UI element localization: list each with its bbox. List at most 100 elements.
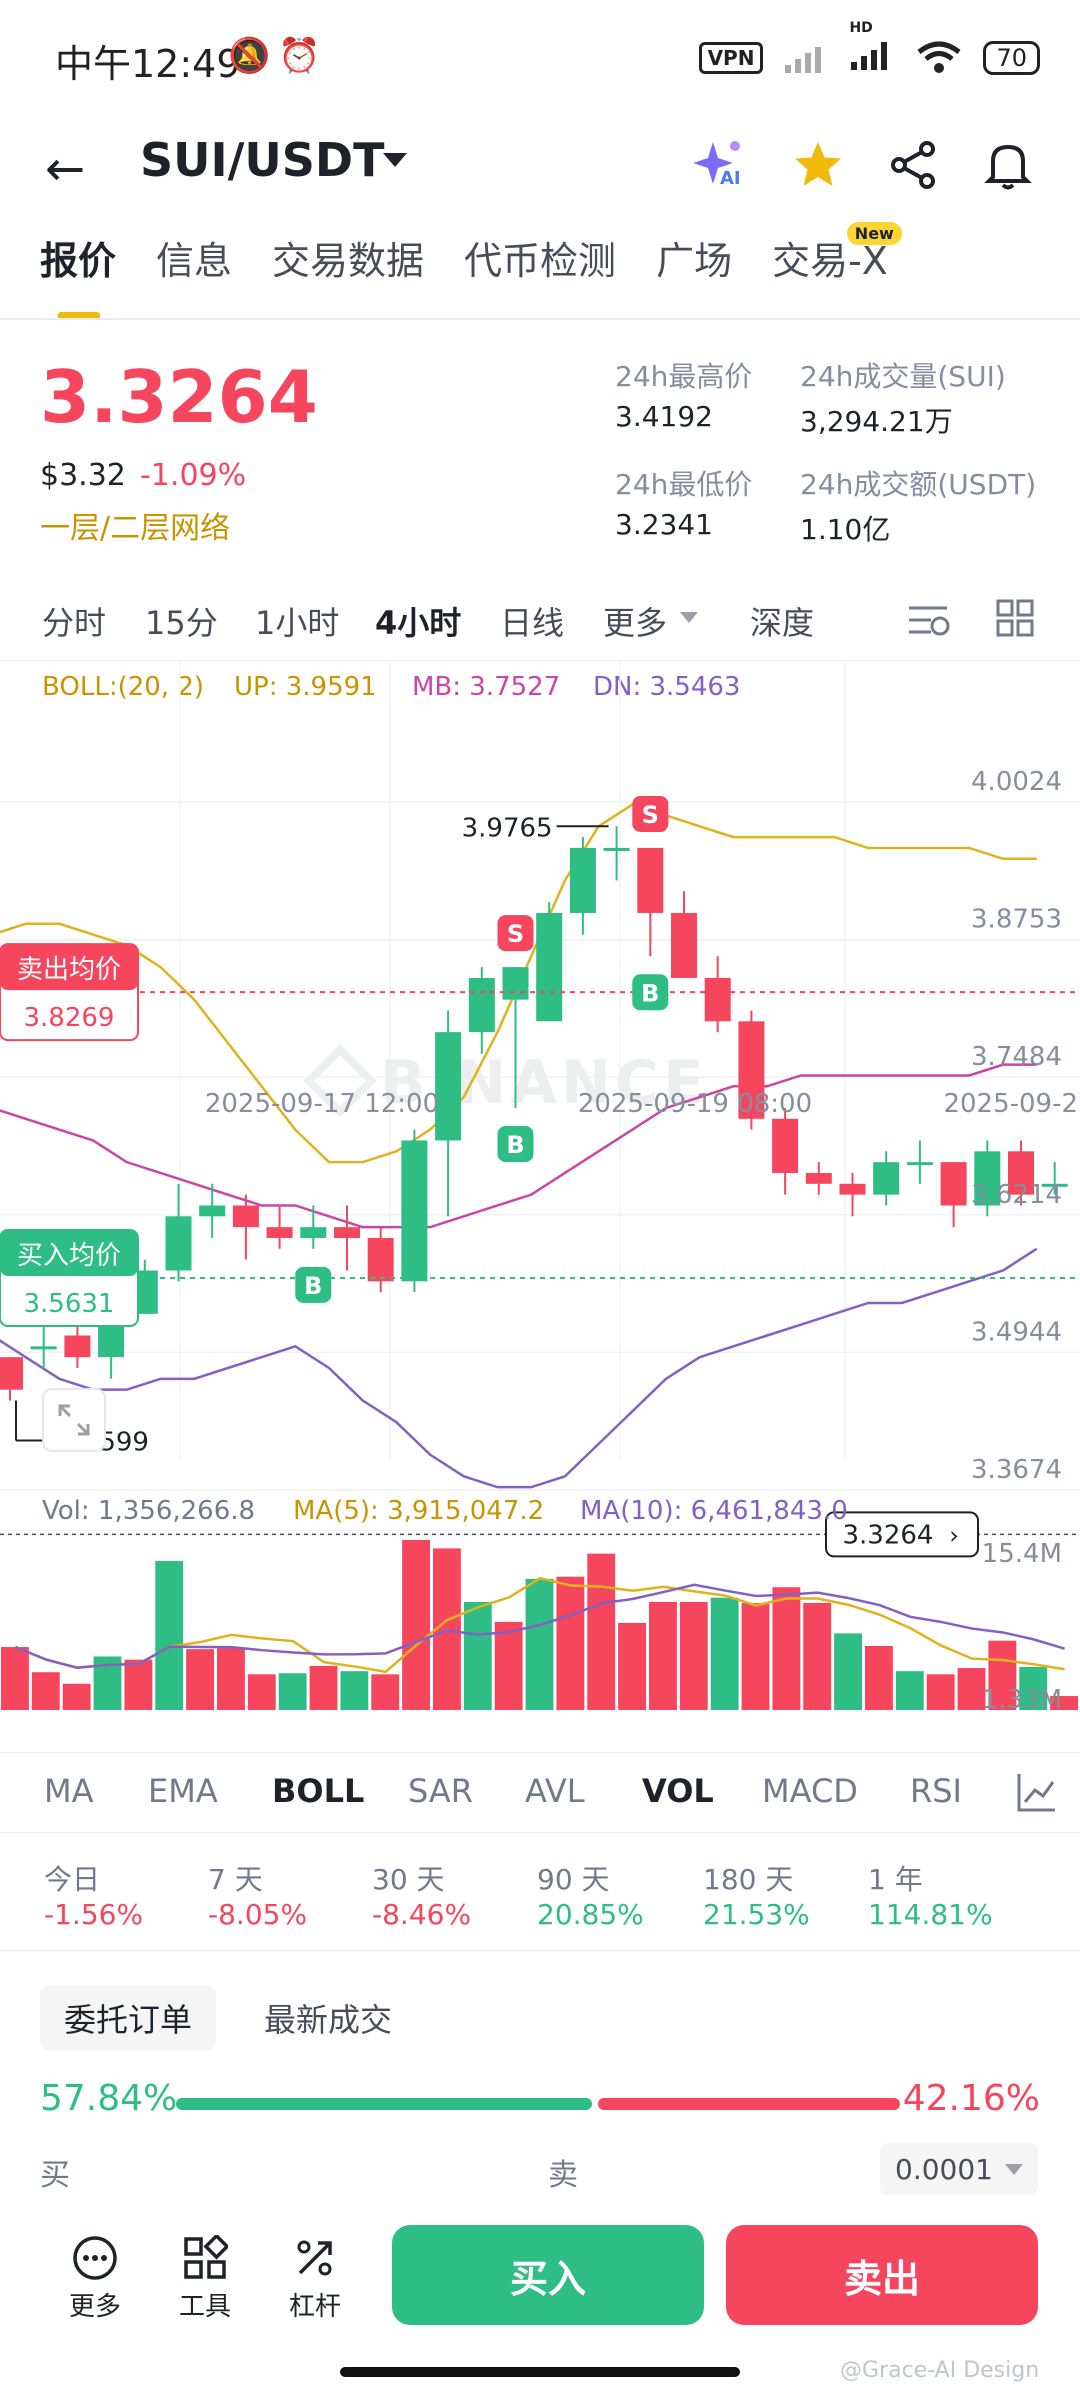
indicator-macd[interactable]: MACD bbox=[762, 1772, 858, 1810]
design-watermark: @Grace-AI Design bbox=[840, 2358, 1040, 2383]
sell-button[interactable]: 卖出 bbox=[726, 2225, 1038, 2325]
interval-1h[interactable]: 1小时 bbox=[255, 604, 340, 642]
sell-column-label: 卖 bbox=[548, 2158, 578, 2193]
perf-label: 今日 bbox=[44, 1863, 101, 1896]
volume-bar bbox=[834, 1633, 862, 1710]
candle-body bbox=[1008, 1151, 1034, 1195]
indicator-ma[interactable]: MA bbox=[44, 1772, 94, 1810]
y-tick-label: 4.0024 bbox=[971, 767, 1062, 797]
bell-icon[interactable] bbox=[978, 135, 1038, 195]
y-tick-label: 3.3674 bbox=[971, 1455, 1062, 1485]
perf-value: 114.81% bbox=[868, 1898, 993, 1931]
indicator-rsi[interactable]: RSI bbox=[910, 1772, 962, 1810]
interval-1d[interactable]: 日线 bbox=[500, 604, 565, 642]
cell-signal-icon bbox=[785, 47, 822, 73]
interval-more[interactable]: 更多 bbox=[603, 604, 668, 642]
price-change: -1.09% bbox=[140, 458, 247, 493]
perf-value: 21.53% bbox=[703, 1898, 810, 1931]
share-icon[interactable] bbox=[884, 135, 944, 195]
vpn-badge: VPN bbox=[698, 42, 764, 74]
candle-body bbox=[266, 1227, 293, 1238]
more-button[interactable]: 更多 bbox=[60, 2230, 130, 2323]
tab-info[interactable]: 信息 bbox=[156, 239, 233, 283]
chevron-down-icon[interactable] bbox=[383, 153, 407, 167]
perf-label: 180 天 bbox=[703, 1863, 794, 1896]
buy-avg-header bbox=[0, 1229, 138, 1276]
volume-bar bbox=[803, 1602, 832, 1710]
candle-body bbox=[839, 1183, 866, 1195]
favorite-star-icon[interactable] bbox=[788, 135, 848, 195]
candle-body bbox=[536, 912, 563, 1022]
candle-body bbox=[940, 1162, 967, 1206]
price-chart[interactable]: BINANCE 4.0024 3.8753 3.7484 3.6214 3.4944 3.… bbox=[0, 660, 1080, 1710]
tab-token-check[interactable]: 代币检测 bbox=[464, 239, 617, 283]
tab-quote[interactable]: 报价 bbox=[40, 230, 116, 320]
chevron-right-icon: › bbox=[949, 1521, 959, 1549]
precision-select[interactable]: 0.0001 bbox=[880, 2143, 1038, 2195]
volume-bar bbox=[618, 1622, 646, 1710]
x-tick-label: 2025-09-2 bbox=[943, 1089, 1078, 1119]
indicator-sar[interactable]: SAR bbox=[408, 1772, 474, 1810]
back-arrow-icon[interactable]: ← bbox=[45, 141, 86, 197]
tab-latest-trades[interactable]: 最新成交 bbox=[263, 2001, 392, 2039]
indicator-settings-icon[interactable] bbox=[1015, 1770, 1059, 1814]
interval-timeline[interactable]: 分时 bbox=[42, 604, 107, 642]
x-tick-label: 2025-09-17 12:00 bbox=[205, 1089, 439, 1119]
leverage-button[interactable]: 杠杆 bbox=[280, 2230, 350, 2323]
chevron-down-icon[interactable] bbox=[680, 612, 698, 623]
candlesticks bbox=[0, 826, 1068, 1401]
indicator-ema[interactable]: EMA bbox=[148, 1772, 218, 1810]
volume-bar bbox=[525, 1578, 554, 1710]
perf-value: -8.05% bbox=[208, 1898, 308, 1931]
chart-settings-icon[interactable] bbox=[905, 598, 951, 640]
candle-body bbox=[435, 1032, 462, 1141]
indicator-vol[interactable]: VOL bbox=[642, 1772, 714, 1810]
y-tick-label: 3.8753 bbox=[971, 905, 1062, 935]
tab-trading-data[interactable]: 交易数据 bbox=[272, 239, 425, 283]
volume-bar bbox=[278, 1673, 307, 1710]
max-price-label: 3.9765 bbox=[462, 813, 553, 843]
candle-body bbox=[64, 1335, 91, 1358]
volume-bar bbox=[988, 1640, 1017, 1710]
tab-square[interactable]: 广场 bbox=[656, 239, 733, 283]
buy-column-label: 买 bbox=[40, 2158, 70, 2193]
candle-body bbox=[199, 1205, 226, 1217]
tab-trade-x[interactable]: 交易-X New bbox=[772, 222, 902, 320]
tools-icon bbox=[184, 2235, 228, 2279]
depth-tab[interactable]: 深度 bbox=[750, 604, 815, 642]
candle-body bbox=[0, 1357, 23, 1390]
stat-value: 3.4192 bbox=[615, 400, 713, 433]
ma5-legend: MA(5): 3,915,047.2 bbox=[293, 1496, 545, 1526]
candle-body bbox=[468, 977, 495, 1033]
expand-icon[interactable] bbox=[42, 1388, 106, 1452]
vol-max-label: 15.4M bbox=[982, 1539, 1062, 1569]
precision-value: 0.0001 bbox=[895, 2152, 993, 2186]
volume-bar bbox=[895, 1671, 924, 1710]
sell-ratio: 42.16% bbox=[902, 2078, 1040, 2119]
ma10-legend: MA(10): 6,461,843.0 bbox=[580, 1496, 848, 1526]
volume-bar bbox=[957, 1668, 986, 1710]
candle-body bbox=[974, 1151, 1001, 1206]
perf-value: 20.85% bbox=[537, 1898, 644, 1931]
indicator-boll[interactable]: BOLL bbox=[272, 1772, 365, 1810]
tab-open-orders[interactable]: 委托订单 bbox=[40, 1985, 216, 2051]
candle-body bbox=[637, 847, 664, 913]
home-indicator[interactable] bbox=[340, 2367, 740, 2377]
sell-avg-value: 3.8269 bbox=[24, 1003, 115, 1033]
buy-ratio: 57.84% bbox=[40, 2078, 178, 2119]
category-tag[interactable]: 一层/二层网络 bbox=[40, 511, 231, 546]
current-price-tag bbox=[825, 1511, 979, 1558]
grid-layout-icon[interactable] bbox=[995, 598, 1035, 638]
candle-body bbox=[805, 1172, 832, 1184]
ai-sparkle-icon[interactable]: AI bbox=[690, 135, 750, 195]
interval-4h[interactable]: 4小时 bbox=[375, 604, 462, 642]
pair-selector[interactable]: SUI/USDT bbox=[140, 133, 385, 187]
tools-button[interactable]: 工具 bbox=[170, 2230, 240, 2323]
boll-up-legend: UP: 3.9591 bbox=[234, 672, 377, 702]
divider bbox=[0, 1752, 1080, 1753]
sell-marker bbox=[497, 915, 534, 952]
buy-button[interactable]: 买入 bbox=[392, 2225, 704, 2325]
indicator-avl[interactable]: AVL bbox=[525, 1772, 585, 1810]
interval-15m[interactable]: 15分 bbox=[145, 604, 218, 642]
volume-bar bbox=[710, 1597, 739, 1710]
